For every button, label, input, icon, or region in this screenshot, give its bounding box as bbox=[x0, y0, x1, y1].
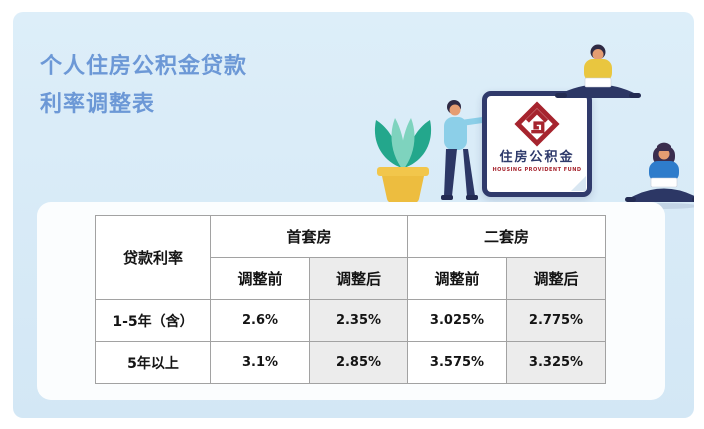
sitting-person-yellow-illustration bbox=[555, 44, 641, 98]
rate-cell: 3.325% bbox=[506, 341, 606, 384]
sub-header-row: 调整前 调整后 调整前 调整后 bbox=[96, 257, 606, 300]
table-row-1-5-years: 1-5年（含） 2.6% 2.35% 3.025% 2.775% bbox=[95, 299, 606, 342]
group-header-first-home: 首套房 bbox=[210, 215, 408, 258]
sitting-person-blue-illustration bbox=[625, 142, 694, 209]
sign-label: 住房公积金 bbox=[499, 150, 575, 165]
sub-header-second-after: 调整后 bbox=[506, 257, 606, 300]
sub-header-second-before: 调整前 bbox=[407, 257, 507, 300]
rate-cell: 3.1% bbox=[210, 341, 310, 384]
rate-cell: 3.025% bbox=[407, 299, 507, 342]
col-header-loan-rate: 贷款利率 bbox=[95, 215, 211, 300]
table-panel: 贷款利率 首套房 二套房 调整前 调整后 调整前 调整后 1-5年（含） 2.6… bbox=[37, 202, 665, 400]
title-line-1: 个人住房公积金贷款 bbox=[40, 54, 248, 79]
rate-cell: 3.575% bbox=[407, 341, 507, 384]
sign-board: 住房公积金 HOUSING PROVIDENT FUND bbox=[482, 91, 592, 197]
provident-fund-logo-icon bbox=[514, 101, 560, 147]
rate-table: 贷款利率 首套房 二套房 调整前 调整后 调整前 调整后 1-5年（含） 2.6… bbox=[95, 215, 606, 384]
rate-cell: 2.85% bbox=[309, 341, 408, 384]
group-header-row: 贷款利率 首套房 二套房 bbox=[95, 215, 606, 300]
page-title: 个人住房公积金贷款 利率调整表 bbox=[40, 48, 247, 124]
standing-person-illustration bbox=[441, 100, 501, 200]
sub-header-first-after: 调整后 bbox=[309, 257, 408, 300]
infographic-card: 个人住房公积金贷款 利率调整表 住房公积金 HOUSING PROVIDENT … bbox=[13, 12, 694, 418]
title-line-2: 利率调整表 bbox=[40, 92, 156, 117]
sign-sublabel: HOUSING PROVIDENT FUND bbox=[492, 167, 582, 173]
page-fold-decoration bbox=[571, 176, 586, 191]
row-label: 1-5年（含） bbox=[95, 299, 211, 342]
sub-header-first-before: 调整前 bbox=[210, 257, 310, 300]
rate-cell: 2.35% bbox=[309, 299, 408, 342]
plant-illustration bbox=[374, 118, 432, 204]
table-row-over-5-years: 5年以上 3.1% 2.85% 3.575% 3.325% bbox=[95, 341, 606, 384]
row-label: 5年以上 bbox=[95, 341, 211, 384]
rate-cell: 2.775% bbox=[506, 299, 606, 342]
rate-cell: 2.6% bbox=[210, 299, 310, 342]
group-header-second-home: 二套房 bbox=[407, 215, 606, 258]
